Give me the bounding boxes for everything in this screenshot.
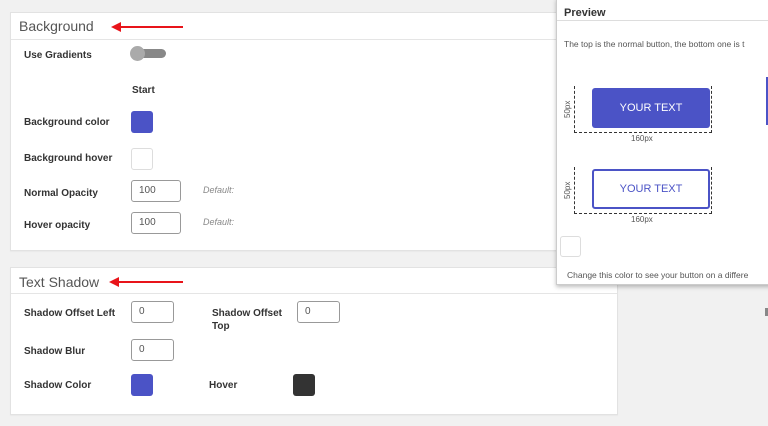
hover-opacity-default: Default: — [203, 217, 235, 227]
normal-button-preview[interactable]: YOUR TEXT — [592, 88, 710, 128]
hover-opacity-label: Hover opacity — [24, 220, 91, 231]
shadow-color-label: Shadow Color — [24, 380, 92, 391]
bg-hover-swatch[interactable] — [131, 148, 153, 170]
width-label: 160px — [631, 134, 653, 143]
background-panel: Background Use Gradients Start Backgroun… — [10, 12, 630, 251]
hover-opacity-input[interactable]: 100 — [131, 212, 181, 234]
normal-opacity-default: Default: — [203, 185, 235, 195]
offset-left-input[interactable]: 0 — [131, 301, 174, 323]
height-label: 50px — [563, 181, 572, 199]
shadow-hover-swatch[interactable] — [293, 374, 315, 396]
preview-title: Preview — [564, 7, 606, 19]
preview-bg-swatch[interactable] — [560, 236, 581, 257]
text-shadow-title: Text Shadow — [19, 274, 100, 290]
bg-color-swatch[interactable] — [131, 111, 153, 133]
hover-button-preview[interactable]: YOUR TEXT — [592, 169, 710, 209]
right-blue-fragment — [766, 77, 768, 125]
text-shadow-panel: Text Shadow Shadow Offset Left 0 Shadow … — [10, 267, 618, 415]
preview-description: The top is the normal button, the bottom… — [564, 39, 745, 49]
offset-top-label: Shadow Offset Top — [212, 308, 283, 332]
height-label: 50px — [563, 100, 572, 118]
start-label: Start — [132, 85, 155, 96]
red-arrow-annotation — [111, 22, 183, 32]
bg-hover-label: Background hover — [24, 153, 113, 164]
normal-opacity-input[interactable]: 100 — [131, 180, 181, 202]
preview-bg-note: Change this color to see your button on … — [567, 270, 749, 280]
background-title: Background — [19, 18, 94, 34]
size-guide — [574, 167, 712, 214]
preview-panel: Preview The top is the normal button, th… — [556, 0, 768, 285]
width-label: 160px — [631, 215, 653, 224]
blur-label: Shadow Blur — [24, 346, 86, 357]
normal-opacity-label: Normal Opacity — [24, 188, 98, 199]
bg-color-label: Background color — [24, 117, 110, 128]
use-gradients-label: Use Gradients — [24, 50, 92, 61]
offset-top-input[interactable]: 0 — [297, 301, 340, 323]
use-gradients-toggle[interactable] — [130, 46, 166, 61]
shadow-hover-label: Hover — [209, 380, 238, 391]
red-arrow-annotation — [109, 277, 183, 287]
blur-input[interactable]: 0 — [131, 339, 174, 361]
shadow-color-swatch[interactable] — [131, 374, 153, 396]
size-guide — [574, 86, 712, 133]
offset-left-label: Shadow Offset Left — [24, 308, 116, 319]
